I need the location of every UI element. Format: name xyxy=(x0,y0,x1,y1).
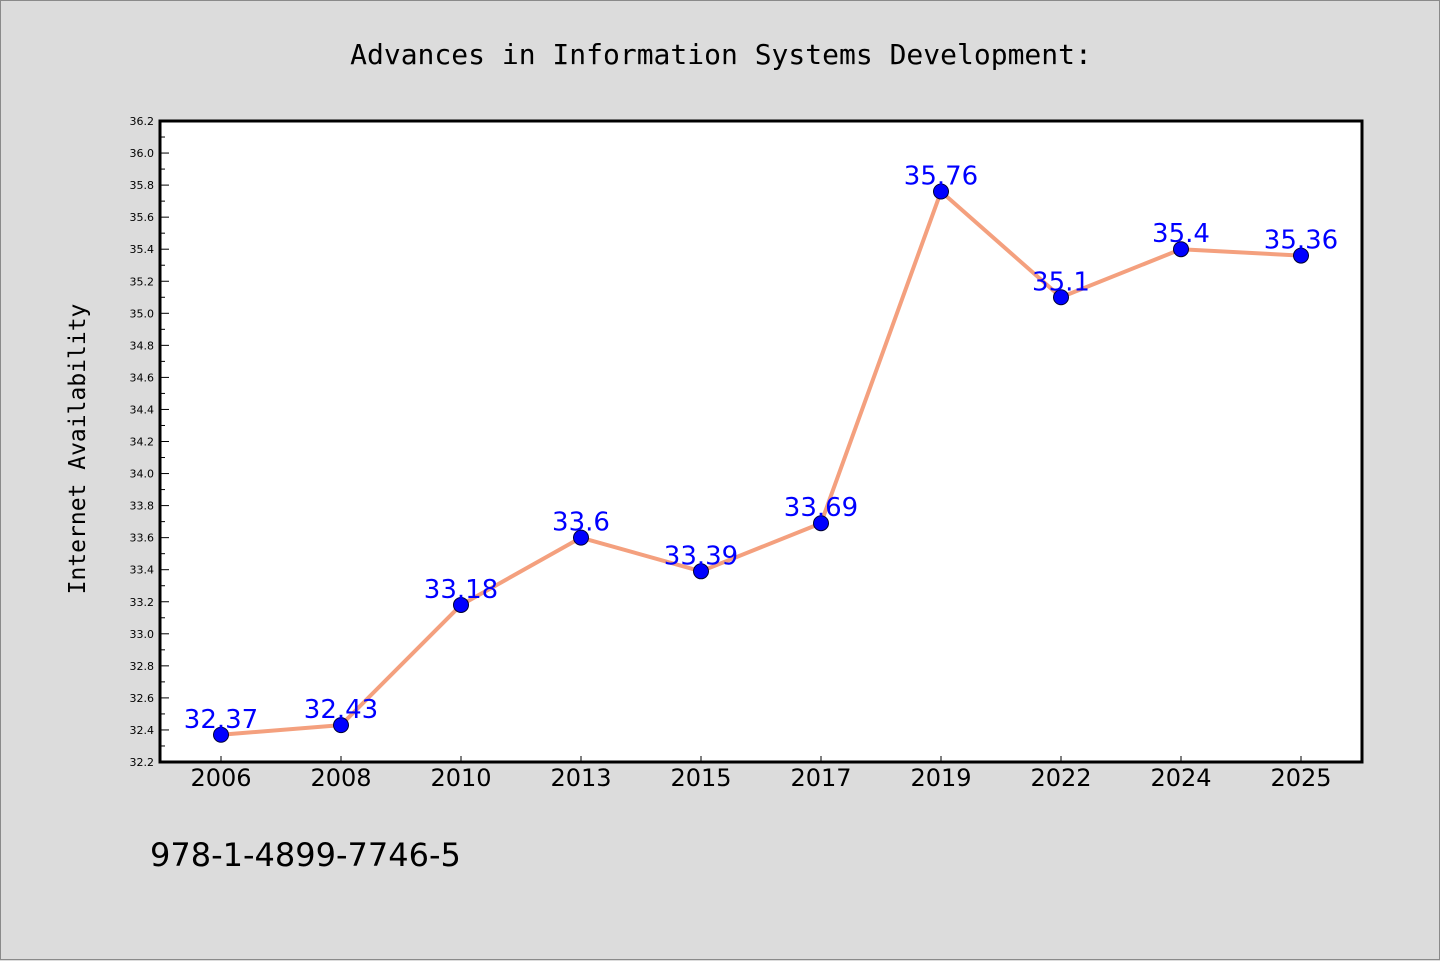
x-tick-label: 2008 xyxy=(310,764,371,792)
y-tick-label: 35.6 xyxy=(130,211,155,224)
x-tick-label: 2022 xyxy=(1030,764,1091,792)
y-tick-label: 34.2 xyxy=(130,436,155,449)
y-tick-label: 32.8 xyxy=(130,660,155,673)
y-tick-label: 32.2 xyxy=(130,756,155,769)
y-tick-label: 36.2 xyxy=(130,115,155,128)
data-label: 33.39 xyxy=(664,541,738,571)
data-label: 33.18 xyxy=(424,575,498,605)
plot-area xyxy=(158,119,1364,764)
series-line xyxy=(220,189,1302,737)
x-tick-label: 2025 xyxy=(1270,764,1331,792)
isbn-footer: 978-1-4899-7746-5 xyxy=(150,836,461,874)
data-point xyxy=(1053,289,1069,306)
data-label: 33.6 xyxy=(552,508,610,538)
data-point xyxy=(573,529,589,546)
data-label: 35.76 xyxy=(904,162,978,192)
x-tick-label: 2010 xyxy=(430,764,491,792)
data-label: 32.43 xyxy=(304,695,378,725)
data-point xyxy=(453,596,469,613)
x-axis-ticks: 2006 2008 2010 2013 2015 2017 2019 2022 2024 2025 xyxy=(190,756,1332,792)
y-tick-label: 33.4 xyxy=(130,564,155,577)
y-tick-label: 34.0 xyxy=(130,468,155,481)
x-tick-label: 2015 xyxy=(670,764,731,792)
data-point xyxy=(693,563,709,580)
y-axis-ticks: 32.2 32.4 32.6 32.8 33.0 33.2 33.4 33.6 33.8 34.0… xyxy=(130,115,169,769)
data-label: 35.36 xyxy=(1264,226,1338,256)
y-tick-label: 33.2 xyxy=(130,596,155,609)
data-point xyxy=(333,717,349,734)
chart-title: Advances in Information Systems Developm… xyxy=(350,38,1092,71)
y-tick-label: 33.8 xyxy=(130,500,155,513)
data-label: 35.1 xyxy=(1032,267,1090,297)
x-tick-label: 2019 xyxy=(910,764,971,792)
data-point xyxy=(933,183,949,200)
data-labels: 32.37 32.43 33.18 33.6 33.39 33.69 35.76 35.1 35… xyxy=(184,162,1338,735)
data-point xyxy=(813,515,829,532)
y-tick-label: 33.0 xyxy=(130,628,155,641)
y-tick-label: 35.4 xyxy=(130,243,155,256)
y-axis-label: Internet Availability xyxy=(65,304,91,595)
x-tick-label: 2024 xyxy=(1150,764,1211,792)
data-point xyxy=(1173,241,1189,258)
y-tick-label: 34.8 xyxy=(130,339,155,352)
y-tick-label: 32.6 xyxy=(130,692,155,705)
y-tick-label: 34.6 xyxy=(130,371,155,384)
data-label: 33.69 xyxy=(784,493,858,523)
data-point xyxy=(1293,247,1309,264)
x-tick-label: 2017 xyxy=(790,764,851,792)
data-markers xyxy=(213,183,1309,743)
y-tick-label: 35.2 xyxy=(130,275,155,288)
y-tick-label: 32.4 xyxy=(130,724,155,737)
data-label: 32.37 xyxy=(184,705,258,735)
series-line-group xyxy=(220,189,1302,737)
y-tick-label: 34.4 xyxy=(130,403,155,416)
y-tick-label: 33.6 xyxy=(130,532,155,545)
data-point xyxy=(213,726,229,743)
y-tick-label: 35.0 xyxy=(130,307,155,320)
y-tick-label: 36.0 xyxy=(130,147,155,160)
x-tick-label: 2006 xyxy=(190,764,251,792)
x-tick-label: 2013 xyxy=(550,764,611,792)
data-label: 35.4 xyxy=(1152,219,1210,249)
y-tick-label: 35.8 xyxy=(130,179,155,192)
